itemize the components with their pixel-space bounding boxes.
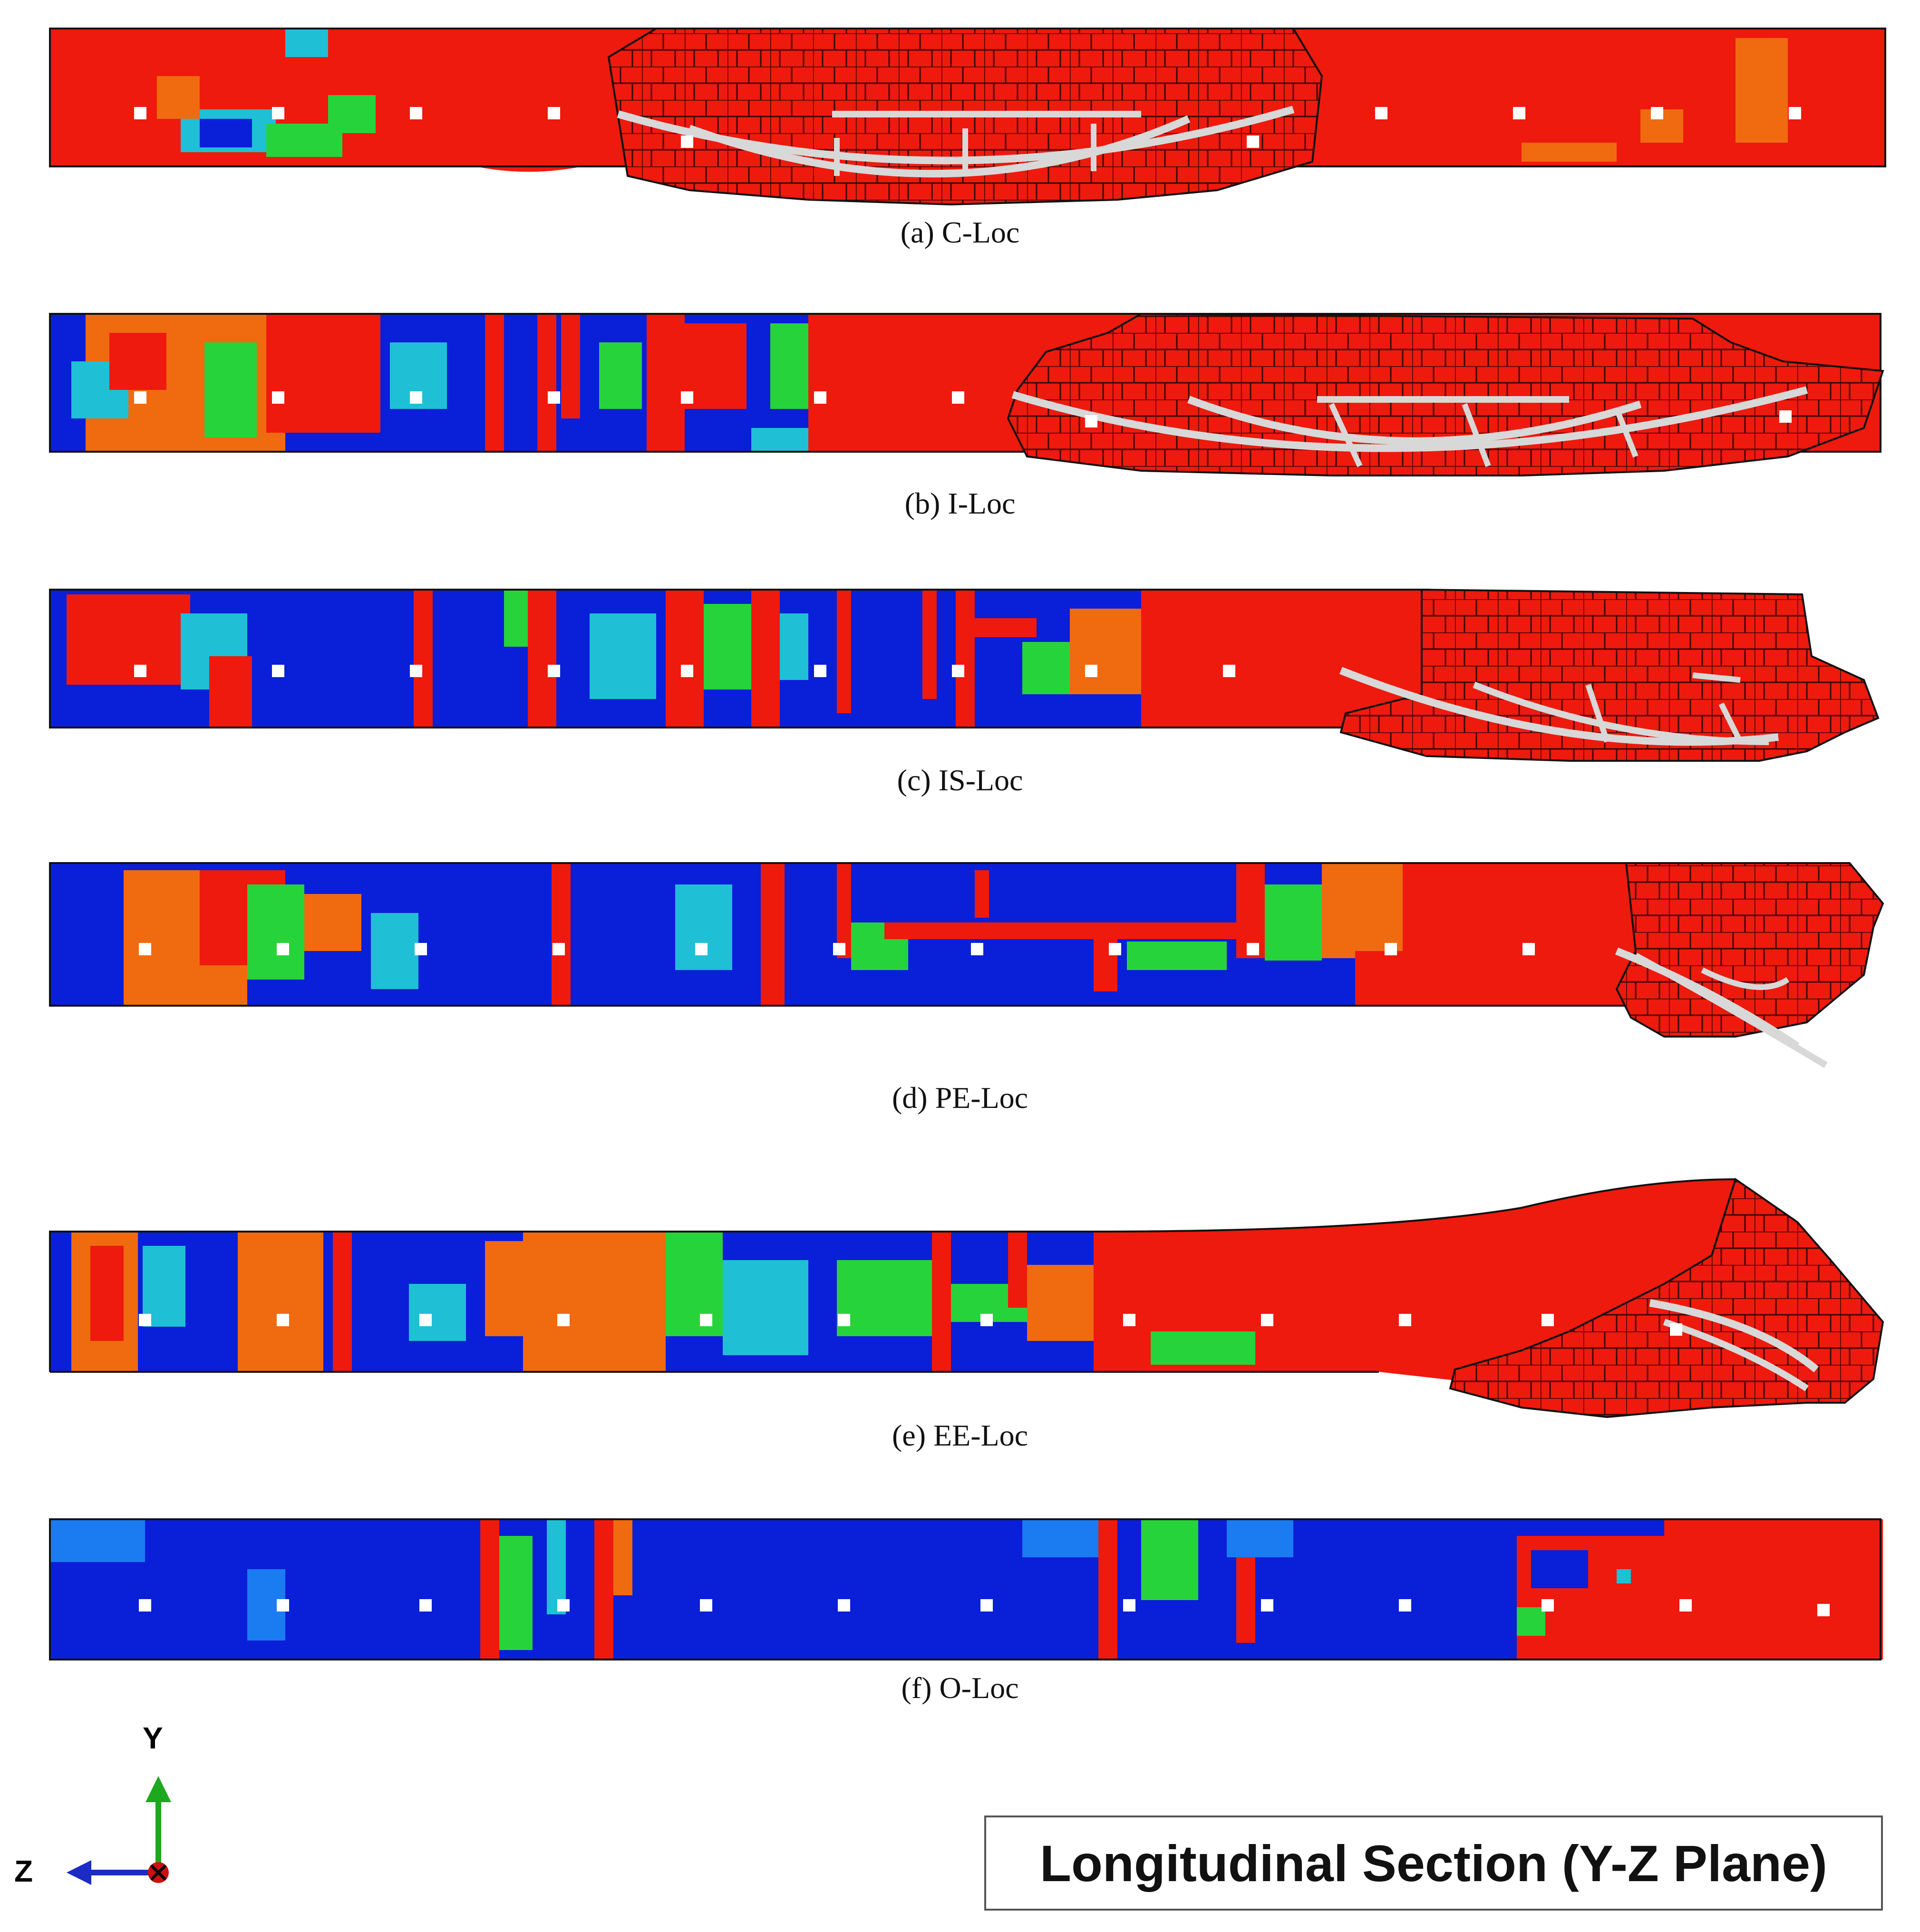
panel-d-contour <box>49 862 1668 1007</box>
caption-panel-d: (d) PE-Loc <box>892 1081 1028 1115</box>
plane-label: Longitudinal Section (Y-Z Plane) <box>1039 1834 1828 1892</box>
caption-panel-a: (a) C-Loc <box>900 215 1020 249</box>
panel-b-markers <box>134 391 1792 427</box>
caption-panel-f: (f) O-Loc <box>901 1671 1019 1705</box>
panel-a-damage-zone <box>607 28 1323 206</box>
panel-c-contour <box>49 589 1430 728</box>
panel-c-damage-zone <box>1339 588 1880 762</box>
panel-a-markers <box>134 107 1801 148</box>
caption-panel-c: (c) IS-Loc <box>897 763 1023 797</box>
panel-f-markers <box>139 1599 1830 1616</box>
panel-c-markers <box>134 665 1235 677</box>
panel-e-markers <box>139 1314 1682 1336</box>
caption-panel-b: (b) I-Loc <box>904 486 1016 520</box>
y-axis-label: Y <box>143 1721 163 1755</box>
panel-d-markers <box>139 943 1535 955</box>
axis-triad <box>67 1776 171 1885</box>
caption-panel-e: (e) EE-Loc <box>892 1418 1028 1452</box>
z-axis-label: Z <box>14 1854 33 1888</box>
panel-e-damage-zone <box>1449 1177 1884 1418</box>
panel-f-contour <box>49 1518 1883 1660</box>
plane-label-box: Longitudinal Section (Y-Z Plane) <box>984 1815 1883 1911</box>
panel-b-damage-zone <box>1007 312 1884 476</box>
panel-d-damage-zone <box>1615 862 1884 1068</box>
